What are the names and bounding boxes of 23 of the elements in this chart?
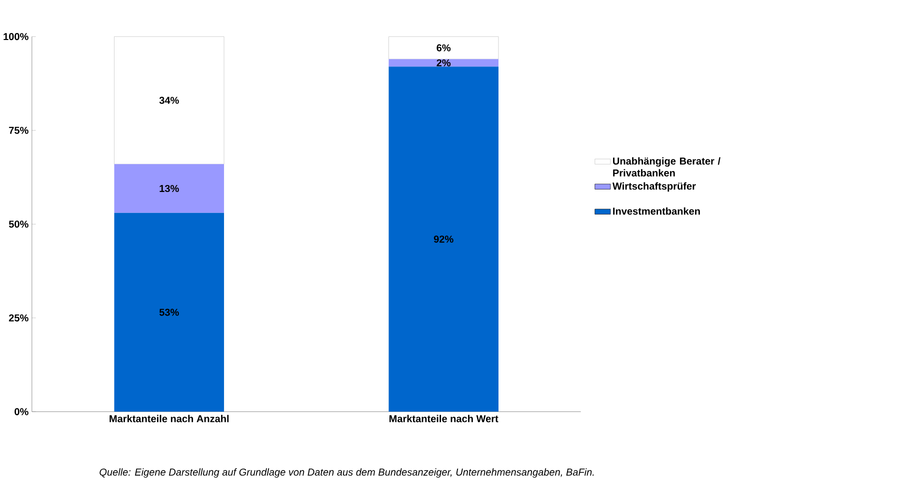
source-note: Quelle: Eigene Darstellung auf Grundlage von Daten aus dem Bundesanzeiger, Unternehmensangaben, BaFin.	[100, 468, 594, 478]
y-tick-label: 50%	[8, 220, 28, 228]
legend-label: Unabhängige Berater / Privatbanken	[613, 157, 720, 176]
bar	[114, 212, 224, 412]
data-label: 53%	[159, 308, 179, 316]
legend-label: Investmentbanken	[613, 207, 700, 215]
y-tick-label: 100%	[4, 32, 28, 40]
y-tick-label: 75%	[9, 126, 28, 134]
legend-label: Wirtschaftsprüfer	[612, 182, 696, 192]
bar	[388, 58, 498, 66]
x-tick-label: Marktanteile nach Anzahl	[110, 414, 229, 422]
data-label: 6%	[436, 44, 451, 52]
bar	[114, 36, 224, 164]
x-tick-label: Marktanteile nach Wert	[389, 414, 498, 422]
y-tick-label: 25%	[8, 314, 28, 322]
data-label: 92%	[434, 235, 454, 243]
bar	[114, 164, 224, 213]
data-label: 34%	[159, 96, 179, 104]
data-label: 2%	[436, 59, 451, 66]
bar	[388, 66, 498, 412]
data-label: 13%	[160, 184, 179, 192]
bar	[388, 36, 499, 60]
y-tick-label: 0%	[14, 408, 28, 416]
